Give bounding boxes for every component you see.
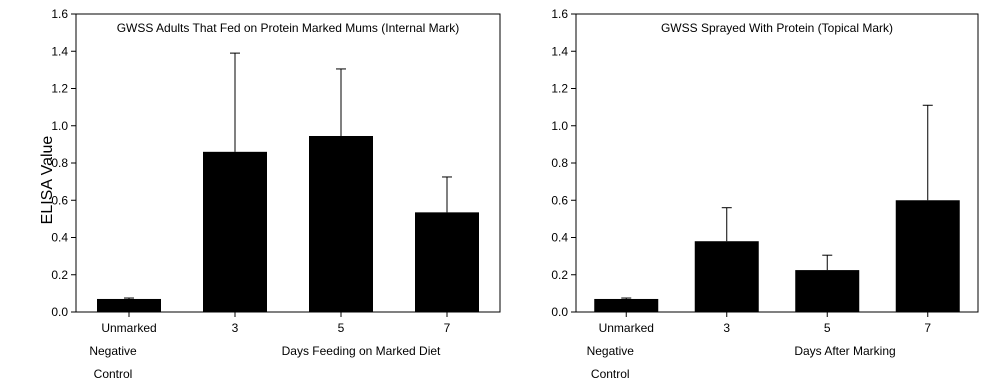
- y-tick-label: 1.2: [51, 82, 68, 96]
- y-tick-label: 0.2: [51, 268, 68, 282]
- x-tick-label: 7: [924, 321, 931, 335]
- y-tick-label: 1.4: [551, 44, 568, 58]
- y-tick-label: 0.0: [551, 305, 568, 319]
- y-tick-label: 0.6: [551, 193, 568, 207]
- y-tick-label: 0.2: [551, 268, 568, 282]
- x-tick-label: 3: [232, 321, 239, 335]
- bar: [203, 151, 267, 312]
- x-tick-label: Control: [94, 367, 133, 381]
- y-tick-label: 1.0: [551, 119, 568, 133]
- y-axis-label: ELISA Value: [39, 136, 56, 225]
- chart-panel-internal-mark: 0.0 0.2 0.4 0.6 0.8 1.0 1.2 1.4 1.6 Unmarked Negat…: [51, 7, 501, 381]
- y-tick-label: 0.8: [551, 156, 568, 170]
- y-tick-label: 1.2: [551, 82, 568, 96]
- y-tick-label: 0.4: [551, 231, 568, 245]
- chart-title: GWSS Adults That Fed on Protein Marked M…: [117, 21, 460, 35]
- x-tick-label: 7: [444, 321, 451, 335]
- bar: [594, 298, 659, 312]
- y-tick-label: 1.4: [51, 44, 68, 58]
- x-axis-label: Days After Marking: [794, 344, 895, 358]
- x-tick-label: Unmarked: [599, 321, 654, 335]
- y-tick-label: 1.6: [551, 7, 568, 21]
- x-axis-label: Days Feeding on Marked Diet: [282, 344, 441, 358]
- bar: [795, 270, 860, 312]
- y-tick-label: 0.0: [51, 305, 68, 319]
- bar: [895, 200, 960, 312]
- y-tick-label: 1.0: [51, 119, 68, 133]
- x-tick-label: Negative: [89, 344, 137, 358]
- bar: [97, 298, 161, 312]
- chart-title: GWSS Sprayed With Protein (Topical Mark): [661, 21, 893, 35]
- chart-panel-topical-mark: 0.0 0.2 0.4 0.6 0.8 1.0 1.2 1.4 1.6 Unmarked Negat…: [551, 7, 979, 381]
- x-tick-label: 5: [824, 321, 831, 335]
- x-tick-label: Unmarked: [101, 321, 156, 335]
- y-tick-label: 0.6: [51, 193, 68, 207]
- y-tick-label: 1.6: [51, 7, 68, 21]
- x-tick-label: Negative: [587, 344, 635, 358]
- y-tick-label: 0.4: [51, 231, 68, 245]
- bar: [309, 135, 373, 312]
- x-tick-label: 3: [723, 321, 730, 335]
- bar: [694, 241, 759, 312]
- y-tick-label: 0.8: [51, 156, 68, 170]
- bar: [415, 212, 479, 312]
- x-tick-label: 5: [338, 321, 345, 335]
- x-tick-label: Control: [591, 367, 630, 381]
